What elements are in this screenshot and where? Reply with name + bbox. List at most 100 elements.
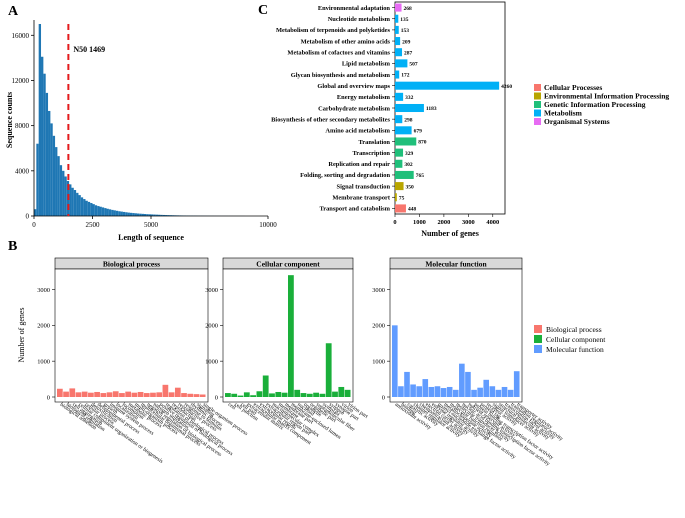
value-label: 268 bbox=[404, 6, 413, 12]
go-bar bbox=[513, 371, 520, 397]
go-bar bbox=[275, 391, 282, 397]
y-tick-label: 16000 bbox=[12, 32, 30, 40]
go-bar bbox=[100, 393, 107, 397]
kegg-bar bbox=[395, 103, 424, 113]
category-label: Glycan biosynthesis and metabolism bbox=[291, 72, 391, 79]
go-bar bbox=[112, 391, 119, 397]
go-bar bbox=[256, 391, 263, 397]
histogram-bar bbox=[92, 204, 95, 216]
y-tick-label: 1000 bbox=[372, 358, 385, 365]
legend-label: Metabolism bbox=[544, 109, 583, 118]
go-bar bbox=[300, 393, 307, 397]
category-label: Folding, sorting and degradation bbox=[300, 172, 390, 179]
go-bar bbox=[225, 393, 231, 397]
kegg-bar bbox=[395, 159, 403, 168]
category-label: Translation bbox=[359, 139, 391, 146]
y-tick-label: 12000 bbox=[12, 77, 30, 85]
histogram-bar bbox=[118, 211, 121, 216]
kegg-bar bbox=[395, 37, 401, 46]
category-label: Metabolism of cofactors and vitamins bbox=[287, 50, 390, 57]
histogram-bar bbox=[64, 176, 67, 216]
histogram-bar bbox=[165, 215, 168, 216]
y-tick-label: 0 bbox=[382, 394, 385, 401]
kegg-bar bbox=[395, 115, 403, 124]
histogram-bar bbox=[104, 208, 107, 216]
go-bar bbox=[428, 386, 435, 397]
go-bar bbox=[344, 389, 351, 397]
x-tick-label: 10000 bbox=[259, 221, 277, 229]
go-bar bbox=[106, 392, 113, 397]
category-label: Carbohydrate metabolism bbox=[318, 105, 391, 112]
legend-label: Cellular component bbox=[546, 335, 606, 344]
histogram-bar bbox=[155, 214, 159, 216]
y-axis-title: Number of genes bbox=[17, 307, 26, 362]
y-tick-label: 4000 bbox=[15, 167, 30, 175]
y-tick-label: 3000 bbox=[372, 287, 385, 294]
kegg-bar bbox=[395, 3, 402, 12]
go-bar bbox=[237, 395, 244, 397]
histogram-bar bbox=[101, 207, 105, 216]
value-label: 448 bbox=[408, 207, 417, 213]
histogram-bar bbox=[36, 143, 39, 216]
legend-swatch bbox=[534, 335, 542, 343]
histogram-bar bbox=[38, 24, 42, 216]
histogram-bar bbox=[167, 215, 170, 216]
value-label: 350 bbox=[406, 184, 415, 190]
go-bar bbox=[410, 384, 416, 397]
go-bar bbox=[471, 389, 477, 397]
value-label: 329 bbox=[405, 151, 414, 157]
go-bar bbox=[187, 393, 194, 397]
n50-label: N50 1469 bbox=[73, 45, 105, 54]
value-label: 135 bbox=[400, 17, 409, 23]
legend-label: Genetic Information Processing bbox=[544, 100, 646, 109]
go-bar bbox=[483, 379, 490, 397]
go-bar bbox=[69, 388, 76, 397]
histogram-bar bbox=[87, 201, 91, 216]
go-bar bbox=[150, 392, 156, 397]
histogram-bar bbox=[90, 203, 93, 216]
kegg-bar bbox=[395, 59, 408, 68]
go-bar bbox=[75, 392, 82, 397]
go-bar bbox=[422, 379, 429, 397]
value-label: 287 bbox=[404, 50, 413, 56]
x-tick-label: 2000 bbox=[437, 219, 450, 226]
go-bar bbox=[332, 391, 338, 397]
x-axis-title: Number of genes bbox=[421, 229, 479, 238]
x-tick-label: 4000 bbox=[486, 219, 499, 226]
x-tick-label: 0 bbox=[393, 219, 396, 226]
legend-label: Biological process bbox=[546, 325, 602, 334]
y-tick-label: 0 bbox=[47, 394, 50, 401]
category-label: Metabolism of terpenoids and polyketides bbox=[276, 27, 390, 34]
go-bar bbox=[313, 392, 319, 397]
histogram-bar bbox=[139, 213, 142, 216]
histogram-bar bbox=[169, 215, 173, 216]
category-label: Energy metabolism bbox=[337, 94, 391, 101]
go-bar bbox=[325, 343, 332, 397]
histogram-bar bbox=[48, 110, 51, 216]
legend-label: Cellular Processes bbox=[544, 83, 602, 92]
histogram-bar bbox=[106, 208, 109, 216]
histogram-bar bbox=[158, 214, 161, 216]
go-bar bbox=[398, 386, 404, 397]
go-bar bbox=[181, 393, 187, 397]
go-facet-panel: Biological process0100020003000biologica… bbox=[17, 257, 606, 467]
go-bar bbox=[392, 325, 398, 397]
histogram-bar bbox=[143, 214, 147, 216]
kegg-bar bbox=[395, 25, 399, 34]
histogram-bar bbox=[83, 199, 86, 216]
category-label: Lipid metabolism bbox=[342, 61, 391, 68]
kegg-bar-panel: Environmental adaptation 268 Nucleotide me… bbox=[271, 1, 669, 238]
go-bar bbox=[507, 389, 514, 397]
kegg-bar bbox=[395, 92, 404, 101]
legend-label: Organismal Systems bbox=[544, 117, 610, 126]
kegg-bar bbox=[395, 182, 404, 191]
legend-swatch bbox=[534, 84, 541, 91]
legend-label: Molecular function bbox=[546, 345, 604, 354]
category-label: Nucleotide metabolism bbox=[328, 16, 391, 23]
category-label: Global and overview maps bbox=[317, 83, 390, 90]
go-bar bbox=[156, 392, 163, 397]
go-bar bbox=[88, 392, 94, 397]
histogram-panel: 0 2500 5000 10000 0 4000 8000 12000 16000 Length … bbox=[5, 20, 277, 242]
go-bar bbox=[119, 393, 125, 397]
histogram-bar bbox=[151, 214, 154, 216]
